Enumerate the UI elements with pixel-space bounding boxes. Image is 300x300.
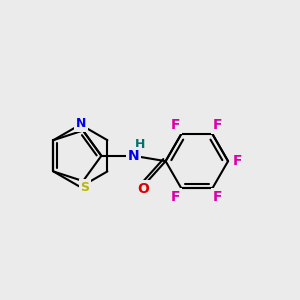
Text: F: F <box>213 190 223 204</box>
Text: F: F <box>171 118 181 132</box>
Text: S: S <box>80 181 89 194</box>
Text: F: F <box>171 190 181 204</box>
Text: O: O <box>137 182 149 196</box>
Text: N: N <box>76 117 86 130</box>
Text: F: F <box>233 154 243 168</box>
Text: H: H <box>135 138 146 151</box>
Text: N: N <box>128 149 139 163</box>
Text: F: F <box>213 118 223 132</box>
